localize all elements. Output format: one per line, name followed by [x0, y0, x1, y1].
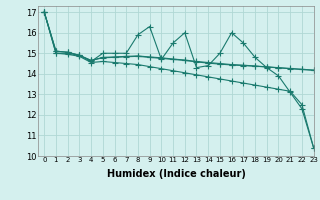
- X-axis label: Humidex (Indice chaleur): Humidex (Indice chaleur): [107, 169, 245, 179]
